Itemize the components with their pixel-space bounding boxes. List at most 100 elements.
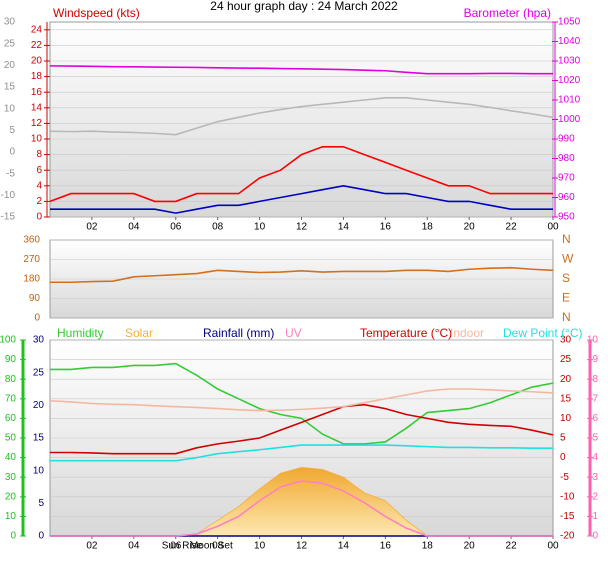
tick-label: 15: [33, 433, 45, 444]
x-tick-label: 22: [506, 222, 518, 233]
x-tick-label: 04: [128, 541, 140, 552]
tick-label: 1000: [558, 114, 581, 125]
tick-label: 90: [5, 354, 17, 365]
x-tick-label: 02: [86, 222, 98, 233]
tick-label: 30: [5, 472, 17, 483]
x-tick-label: 20: [464, 222, 476, 233]
tick-label: 25: [4, 38, 16, 49]
y3-axis-label: Barometer (hpa): [464, 6, 551, 20]
tick-label: -20: [560, 531, 575, 542]
tick-label: 24: [31, 24, 43, 35]
tick-label: -15: [1, 212, 16, 223]
tick-label: 20: [5, 491, 17, 502]
line: [49, 97, 554, 136]
tick-label: -5: [560, 472, 569, 483]
tick-label: 180: [23, 274, 40, 285]
tick-label: 50: [5, 433, 17, 444]
legend-entry: Humidity: [57, 326, 104, 340]
tick-label: 5: [592, 433, 598, 444]
x-tick-label: 16: [380, 541, 392, 552]
tick-label: 20: [560, 374, 572, 385]
tick-label: 0: [36, 212, 42, 223]
line: [50, 403, 554, 455]
tick-label: 80: [5, 374, 17, 385]
tick-label: 10: [5, 511, 17, 522]
tick-label: 2: [36, 196, 42, 207]
tick-label: S: [562, 271, 570, 285]
tick-label: 20: [33, 400, 45, 411]
tick-label: 30: [560, 335, 572, 346]
tick-label: 18: [31, 71, 43, 82]
x-tick-label: 12: [296, 541, 308, 552]
x-tick-label: 20: [464, 541, 476, 552]
tick-label: 970: [558, 173, 575, 184]
line: [50, 444, 553, 462]
tick-label: 1020: [558, 75, 581, 86]
tick-label: 15: [4, 82, 16, 93]
x-tick-label: 00: [547, 222, 559, 233]
legend-entry: Dew Point (°C): [503, 326, 582, 340]
line: [49, 65, 553, 75]
tick-label: 0: [34, 313, 40, 324]
tick-label: 2: [592, 491, 598, 502]
tick-label: 14: [31, 102, 43, 113]
tick-label: 90: [29, 293, 41, 304]
x-tick-label: 06: [170, 222, 182, 233]
tick-label: 9: [592, 354, 598, 365]
tick-label: 20: [4, 60, 16, 71]
tick-label: 4: [592, 452, 598, 463]
line: [50, 184, 553, 214]
x-tick-label: 14: [338, 222, 350, 233]
tick-label: 5: [38, 498, 44, 509]
tick-label: 980: [558, 153, 575, 164]
line: [50, 362, 554, 445]
tick-label: 1050: [558, 17, 581, 28]
tick-label: 25: [560, 354, 572, 365]
x-tick-label: 10: [254, 222, 266, 233]
tick-label: 5: [9, 125, 15, 136]
tick-label: -10: [1, 190, 16, 201]
x-tick-label: 10: [254, 541, 266, 552]
tick-label: 16: [31, 87, 43, 98]
tick-label: 6: [592, 413, 598, 424]
tick-label: 1040: [558, 36, 581, 47]
tick-label: 0: [10, 531, 16, 542]
tick-label: 10: [4, 103, 16, 114]
tick-label: -5: [6, 168, 15, 179]
tick-label: 990: [558, 134, 575, 145]
tick-label: 30: [4, 17, 16, 28]
tick-label: 0: [592, 531, 598, 542]
x-tick-label: 06: [170, 541, 182, 552]
legend-entry: Indoor: [450, 326, 484, 340]
legend-entry: UV: [285, 326, 302, 340]
line: [50, 480, 553, 537]
x-tick-label: 04: [128, 222, 140, 233]
tick-label: -10: [560, 491, 575, 502]
tick-label: 1: [592, 511, 598, 522]
tick-label: 7: [592, 393, 598, 404]
tick-label: 100: [0, 335, 16, 346]
tick-label: 22: [31, 40, 43, 51]
tick-label: 10: [33, 465, 45, 476]
tick-label: 6: [36, 165, 42, 176]
tick-label: 10: [560, 413, 572, 424]
plot-area: [49, 21, 554, 218]
tick-label: 270: [23, 254, 40, 265]
tick-label: 360: [23, 235, 40, 246]
tick-label: 30: [33, 335, 45, 346]
tick-label: 0: [560, 452, 566, 463]
tick-label: E: [562, 291, 570, 305]
legend-entry: Rainfall (mm): [203, 326, 274, 340]
tick-label: 950: [558, 212, 575, 223]
tick-label: 1010: [558, 95, 581, 106]
x-tick-label: 12: [296, 222, 308, 233]
tick-label: 20: [31, 56, 43, 67]
y-axis-label: Windspeed (kts): [53, 6, 140, 20]
x-tick-label: 22: [506, 541, 518, 552]
tick-label: 25: [33, 367, 45, 378]
x-tick-label: 14: [338, 541, 350, 552]
x-tick-label: 08: [212, 541, 224, 552]
line: [49, 146, 553, 203]
tick-label: 8: [36, 149, 42, 160]
legend-entry: Temperature (°C): [360, 326, 452, 340]
